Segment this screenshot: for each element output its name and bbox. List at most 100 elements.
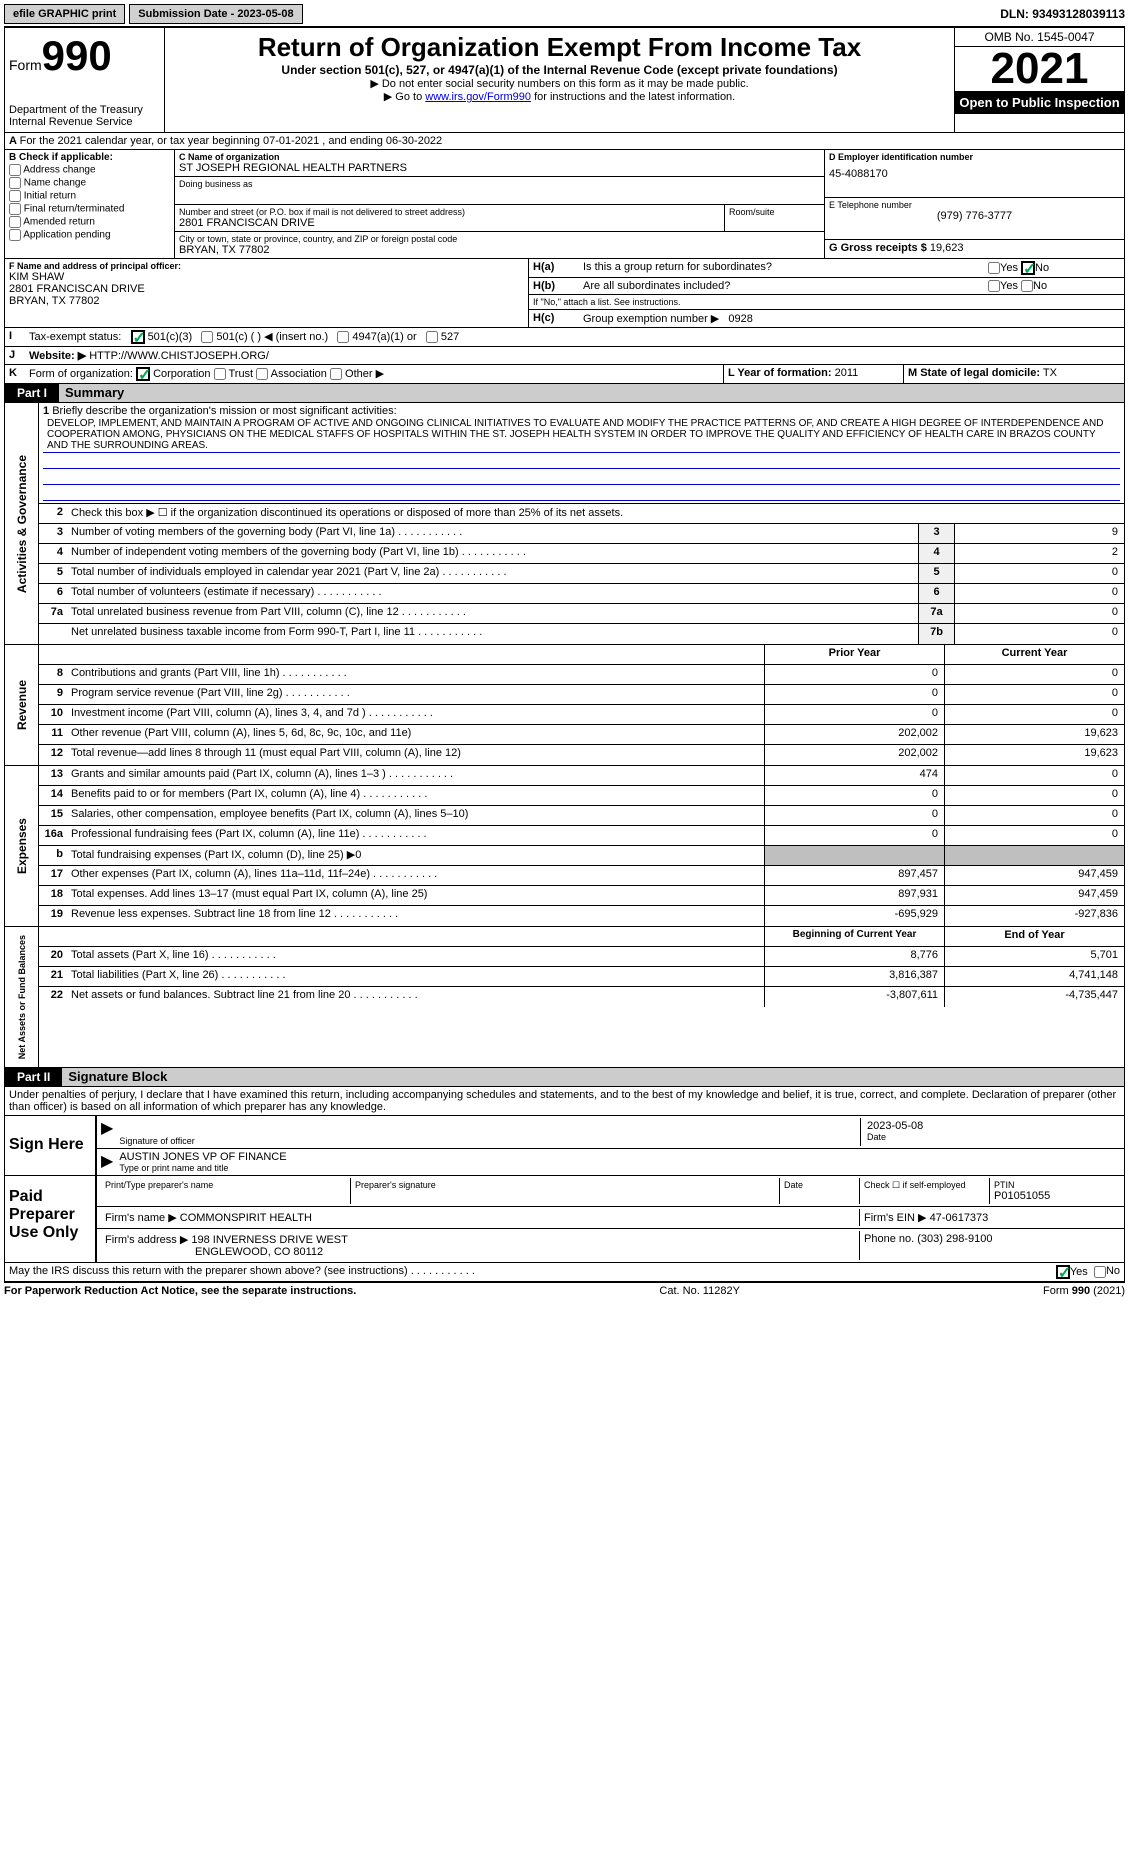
mission-text: DEVELOP, IMPLEMENT, AND MAINTAIN A PROGR… <box>43 417 1120 453</box>
side-gov: Activities & Governance <box>13 447 31 601</box>
ptin-value: P01051055 <box>994 1190 1116 1202</box>
efile-print-button[interactable]: efile GRAPHIC print <box>4 4 125 24</box>
c16a: 0 <box>944 826 1124 845</box>
chk-trust[interactable]: Trust <box>214 368 254 380</box>
footer-right: Form 990 (2021) <box>1043 1285 1125 1297</box>
hb-yes[interactable]: Yes <box>988 280 1018 292</box>
section-i: I Tax-exempt status: 501(c)(3) 501(c) ( … <box>4 328 1125 347</box>
section-fh: F Name and address of principal officer:… <box>4 259 1125 328</box>
c12: 19,623 <box>944 745 1124 765</box>
may-irs-yes[interactable]: Yes <box>1056 1265 1088 1279</box>
curr-hdr: Current Year <box>944 645 1124 664</box>
ha-no[interactable]: No <box>1021 262 1049 274</box>
c18: 947,459 <box>944 886 1124 905</box>
c13: 0 <box>944 766 1124 785</box>
officer-street: 2801 FRANCISCAN DRIVE <box>9 283 524 295</box>
ha-yes[interactable]: Yes <box>988 262 1018 274</box>
form-title: Return of Organization Exempt From Incom… <box>169 32 950 63</box>
chk-527[interactable]: 527 <box>426 331 459 343</box>
arrow-icon: ▶ <box>101 1151 119 1173</box>
self-employed[interactable]: Check ☐ if self-employed <box>860 1178 990 1204</box>
hb-no[interactable]: No <box>1021 280 1047 292</box>
v4: 2 <box>954 544 1124 563</box>
chk-501c[interactable]: 501(c) ( ) ◀ (insert no.) <box>201 331 328 343</box>
g-gross-label: G Gross receipts $ <box>829 242 927 254</box>
firm-addr-label: Firm's address ▶ <box>105 1234 188 1246</box>
submission-date-button[interactable]: Submission Date - 2023-05-08 <box>129 4 302 24</box>
chk-501c3[interactable]: 501(c)(3) <box>131 331 193 343</box>
p17: 897,457 <box>764 866 944 885</box>
revenue-section: Revenue Prior YearCurrent Year 8Contribu… <box>4 645 1125 766</box>
l20: Total assets (Part X, line 16) <box>67 947 764 966</box>
section-klm: K Form of organization: Corporation Trus… <box>4 365 1125 384</box>
chk-application-pending[interactable]: Application pending <box>9 229 170 241</box>
footer-left: For Paperwork Reduction Act Notice, see … <box>4 1285 356 1297</box>
part1-header: Part ISummary <box>4 384 1125 403</box>
l22: Net assets or fund balances. Subtract li… <box>67 987 764 1007</box>
open-to-public: Open to Public Inspection <box>955 91 1124 114</box>
firm-addr1: 198 INVERNESS DRIVE WEST <box>191 1234 348 1246</box>
l3: Number of voting members of the governin… <box>67 524 918 543</box>
topbar: efile GRAPHIC print Submission Date - 20… <box>4 4 1125 28</box>
sig-officer-label: Signature of officer <box>119 1136 860 1146</box>
paid-preparer-label: Paid Preparer Use Only <box>5 1176 95 1262</box>
expenses-section: Expenses 13Grants and similar amounts pa… <box>4 766 1125 927</box>
officer-name: KIM SHAW <box>9 271 524 283</box>
chk-address-change[interactable]: Address change <box>9 164 170 176</box>
l7b: Net unrelated business taxable income fr… <box>67 624 918 644</box>
l8: Contributions and grants (Part VIII, lin… <box>67 665 764 684</box>
l4: Number of independent voting members of … <box>67 544 918 563</box>
chk-corporation[interactable]: Corporation <box>136 368 211 380</box>
may-irs-no[interactable]: No <box>1094 1265 1120 1279</box>
p15: 0 <box>764 806 944 825</box>
c10: 0 <box>944 705 1124 724</box>
v7a: 0 <box>954 604 1124 623</box>
f-officer-label: F Name and address of principal officer: <box>9 261 524 271</box>
c19: -927,836 <box>944 906 1124 926</box>
ha-label: H(a) <box>533 261 554 273</box>
l7a: Total unrelated business revenue from Pa… <box>67 604 918 623</box>
c9: 0 <box>944 685 1124 704</box>
prior-hdr: Prior Year <box>764 645 944 664</box>
ein-value: 45-4088170 <box>829 168 1120 180</box>
tax-year: 2021 <box>955 47 1124 91</box>
c-name-label: C Name of organization <box>179 152 820 162</box>
activities-governance: Activities & Governance 1 Briefly descri… <box>4 403 1125 645</box>
v6: 0 <box>954 584 1124 603</box>
chk-amended-return[interactable]: Amended return <box>9 216 170 228</box>
p19: -695,929 <box>764 906 944 926</box>
officer-city: BRYAN, TX 77802 <box>9 295 524 307</box>
p9: 0 <box>764 685 944 704</box>
chk-name-change[interactable]: Name change <box>9 177 170 189</box>
chk-other[interactable]: Other ▶ <box>330 368 384 380</box>
chk-final-return[interactable]: Final return/terminated <box>9 203 170 215</box>
part2-header: Part IISignature Block <box>4 1068 1125 1087</box>
net-assets-section: Net Assets or Fund Balances Beginning of… <box>4 927 1125 1068</box>
gross-receipts: 19,623 <box>930 242 964 254</box>
prep-name-label: Print/Type preparer's name <box>101 1178 351 1204</box>
type-name-label: Type or print name and title <box>119 1163 1120 1173</box>
chk-4947[interactable]: 4947(a)(1) or <box>337 331 416 343</box>
may-irs-discuss: May the IRS discuss this return with the… <box>4 1263 1125 1282</box>
side-exp: Expenses <box>13 810 31 882</box>
irs-label: Internal Revenue Service <box>9 116 160 128</box>
c15: 0 <box>944 806 1124 825</box>
e-phone-label: E Telephone number <box>829 200 1120 210</box>
city-label: City or town, state or province, country… <box>179 234 820 244</box>
page-footer: For Paperwork Reduction Act Notice, see … <box>4 1282 1125 1297</box>
irs-link[interactable]: www.irs.gov/Form990 <box>425 91 531 103</box>
b20: 8,776 <box>764 947 944 966</box>
p12: 202,002 <box>764 745 944 765</box>
e20: 5,701 <box>944 947 1124 966</box>
hb-note: If "No," attach a list. See instructions… <box>529 295 1124 310</box>
phone-label: Phone no. <box>864 1233 914 1245</box>
l9: Program service revenue (Part VIII, line… <box>67 685 764 704</box>
p11: 202,002 <box>764 725 944 744</box>
v3: 9 <box>954 524 1124 543</box>
org-name: ST JOSEPH REGIONAL HEALTH PARTNERS <box>179 162 820 174</box>
p10: 0 <box>764 705 944 724</box>
chk-association[interactable]: Association <box>256 368 327 380</box>
form-subtitle: Under section 501(c), 527, or 4947(a)(1)… <box>169 63 950 77</box>
chk-initial-return[interactable]: Initial return <box>9 190 170 202</box>
footer-cat: Cat. No. 11282Y <box>659 1285 740 1297</box>
